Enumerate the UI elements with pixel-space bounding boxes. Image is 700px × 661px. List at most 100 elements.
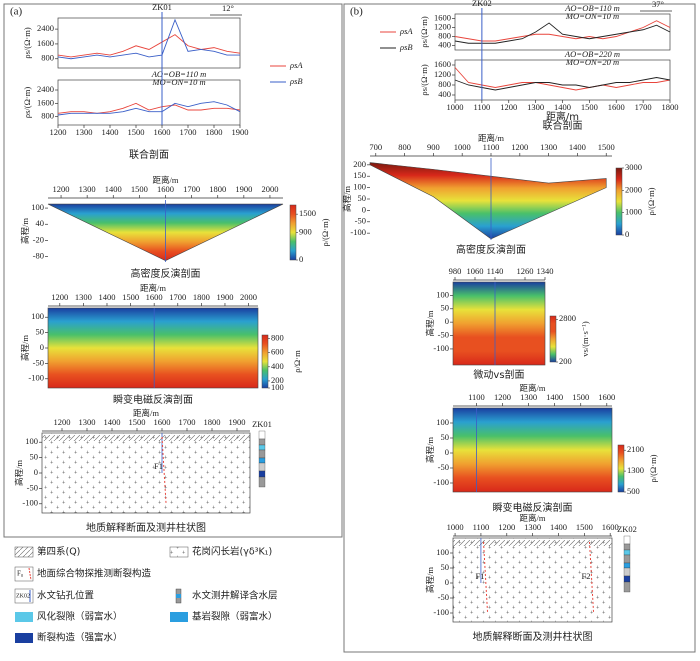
- x-tick-label: 1300: [520, 392, 537, 402]
- borehole-label: ZK02: [472, 0, 492, 8]
- x-tick-label: 1200: [50, 127, 67, 137]
- colorbar-tick-label: 1500: [299, 208, 316, 218]
- y-tick-label: -50: [33, 357, 44, 367]
- data-line: [57, 18, 240, 60]
- y-tick-label: -100: [433, 607, 449, 617]
- colorbar: [615, 167, 623, 236]
- x-tick-label: 800: [398, 142, 411, 152]
- colorbar-label: ρ/Ω·m: [292, 350, 302, 373]
- y-tick-label: 2400: [37, 84, 54, 94]
- colorbar-tick-label: 1000: [625, 207, 642, 217]
- borehole-label: ZK01: [152, 2, 172, 12]
- x-axis-label: 距离/m: [478, 133, 504, 143]
- legend-icon: [14, 546, 34, 558]
- y-tick-label: 800: [438, 30, 451, 40]
- y-tick-label: 50: [441, 432, 450, 442]
- x-tick-label: 1500: [598, 142, 615, 152]
- legend-icon: [15, 612, 33, 622]
- y-tick-label: 50: [30, 452, 39, 462]
- legend-label: ρsB: [399, 42, 413, 52]
- panel-a-frame: [3, 3, 343, 538]
- colorbar-tick-label: 200: [559, 356, 572, 366]
- x-axis-label: 距离/m: [520, 383, 546, 393]
- caption: 地质解释断面及测井柱状图: [473, 630, 593, 643]
- y-tick-label: -80: [33, 251, 44, 261]
- x-tick-label: 1900: [216, 292, 233, 302]
- y-tick-label: -100: [433, 477, 449, 487]
- x-tick-label: 1300: [524, 522, 541, 532]
- section-image: [47, 307, 259, 389]
- y-tick-label: 0: [34, 467, 38, 477]
- angle-label: 37°: [652, 0, 664, 9]
- x-tick-label: 1500: [576, 522, 593, 532]
- granite: [452, 537, 613, 623]
- x-tick-label: 2000: [240, 292, 257, 302]
- x-tick-label: 900: [427, 142, 440, 152]
- x-tick-label: 1500: [128, 127, 145, 137]
- y-axis-label: ρs/(Ω·m): [22, 87, 32, 119]
- x-tick-label: 1500: [572, 392, 589, 402]
- x-tick-label: 1400: [554, 102, 571, 112]
- well-log: [623, 581, 631, 593]
- x-tick-label: 1800: [206, 127, 223, 137]
- well-log: [623, 549, 631, 556]
- y-tick-label: 400: [438, 89, 451, 99]
- well-log: [623, 554, 631, 564]
- y-tick-label: 200: [353, 159, 366, 169]
- legend-label: 第四系(Q): [37, 546, 80, 558]
- well-log: [623, 535, 631, 545]
- y-axis-label: 高程/m: [20, 335, 30, 361]
- x-axis-label: 距离/m: [546, 110, 579, 123]
- y-tick-label: -100: [22, 498, 38, 508]
- colorbar-label: ρ/(Ω·m): [646, 187, 656, 215]
- legend-label: 断裂构造（强富水）: [37, 632, 123, 644]
- y-tick-label: 0: [40, 342, 44, 352]
- x-tick-label: 1900: [235, 184, 252, 194]
- y-tick-label: -50: [438, 462, 449, 472]
- y-tick-label: 100: [436, 289, 449, 299]
- well-log: [258, 470, 266, 478]
- colorbar: [617, 444, 625, 493]
- y-tick-label: 0: [445, 577, 449, 587]
- legend-icon: [14, 588, 34, 604]
- plot-frame: [454, 59, 671, 101]
- colorbar-tick-label: 2800: [559, 313, 576, 323]
- y-tick-label: 150: [353, 170, 366, 180]
- y-tick-label: 50: [441, 303, 450, 313]
- x-axis-label: 距离/m: [140, 283, 166, 293]
- y-tick-label: 100: [31, 311, 44, 321]
- panel-label: (a): [10, 6, 23, 18]
- x-tick-label: 1700: [635, 102, 652, 112]
- caption: 地质解释断面及测井柱状图: [86, 521, 206, 534]
- colorbar-tick-label: 400: [271, 361, 284, 371]
- legend-symbol: F₀: [17, 570, 24, 578]
- x-tick-label: 1800: [193, 292, 210, 302]
- y-axis-label: ρs/(Ω·m): [419, 16, 429, 48]
- x-tick-label: 1300: [79, 184, 96, 194]
- caption: 联合剖面: [543, 119, 583, 132]
- caption: 微动vs剖面: [473, 368, 524, 381]
- well-log: [258, 457, 266, 464]
- granite: [41, 432, 251, 514]
- x-tick-label: 1700: [169, 292, 186, 302]
- well-log: [258, 476, 266, 488]
- y-tick-label: 50: [36, 327, 45, 337]
- legend-symbol: ZK02: [16, 593, 30, 599]
- y-tick-label: -50: [438, 592, 449, 602]
- y-axis-label: 高程/m: [425, 437, 435, 463]
- legend-label: 花岗闪长岩(γδ³K₁): [192, 546, 272, 558]
- legend-label: ρsB: [289, 76, 303, 86]
- x-tick-label: 1900: [229, 417, 246, 427]
- colorbar-tick-label: 900: [299, 226, 312, 236]
- legend-icon: [15, 633, 33, 643]
- data-line: [57, 102, 241, 114]
- section-image: [452, 281, 546, 366]
- x-tick-label: 1100: [483, 142, 500, 152]
- x-axis-label: 距离/m: [520, 513, 546, 523]
- colorbar-label: ρ/(Ω·m): [320, 218, 330, 246]
- y-tick-label: -50: [438, 330, 449, 340]
- x-tick-label: 1100: [474, 102, 491, 112]
- legend-label: ρsA: [289, 60, 303, 70]
- y-tick-label: 2400: [37, 23, 54, 33]
- legend-label: 基岩裂隙（弱富水）: [192, 611, 278, 623]
